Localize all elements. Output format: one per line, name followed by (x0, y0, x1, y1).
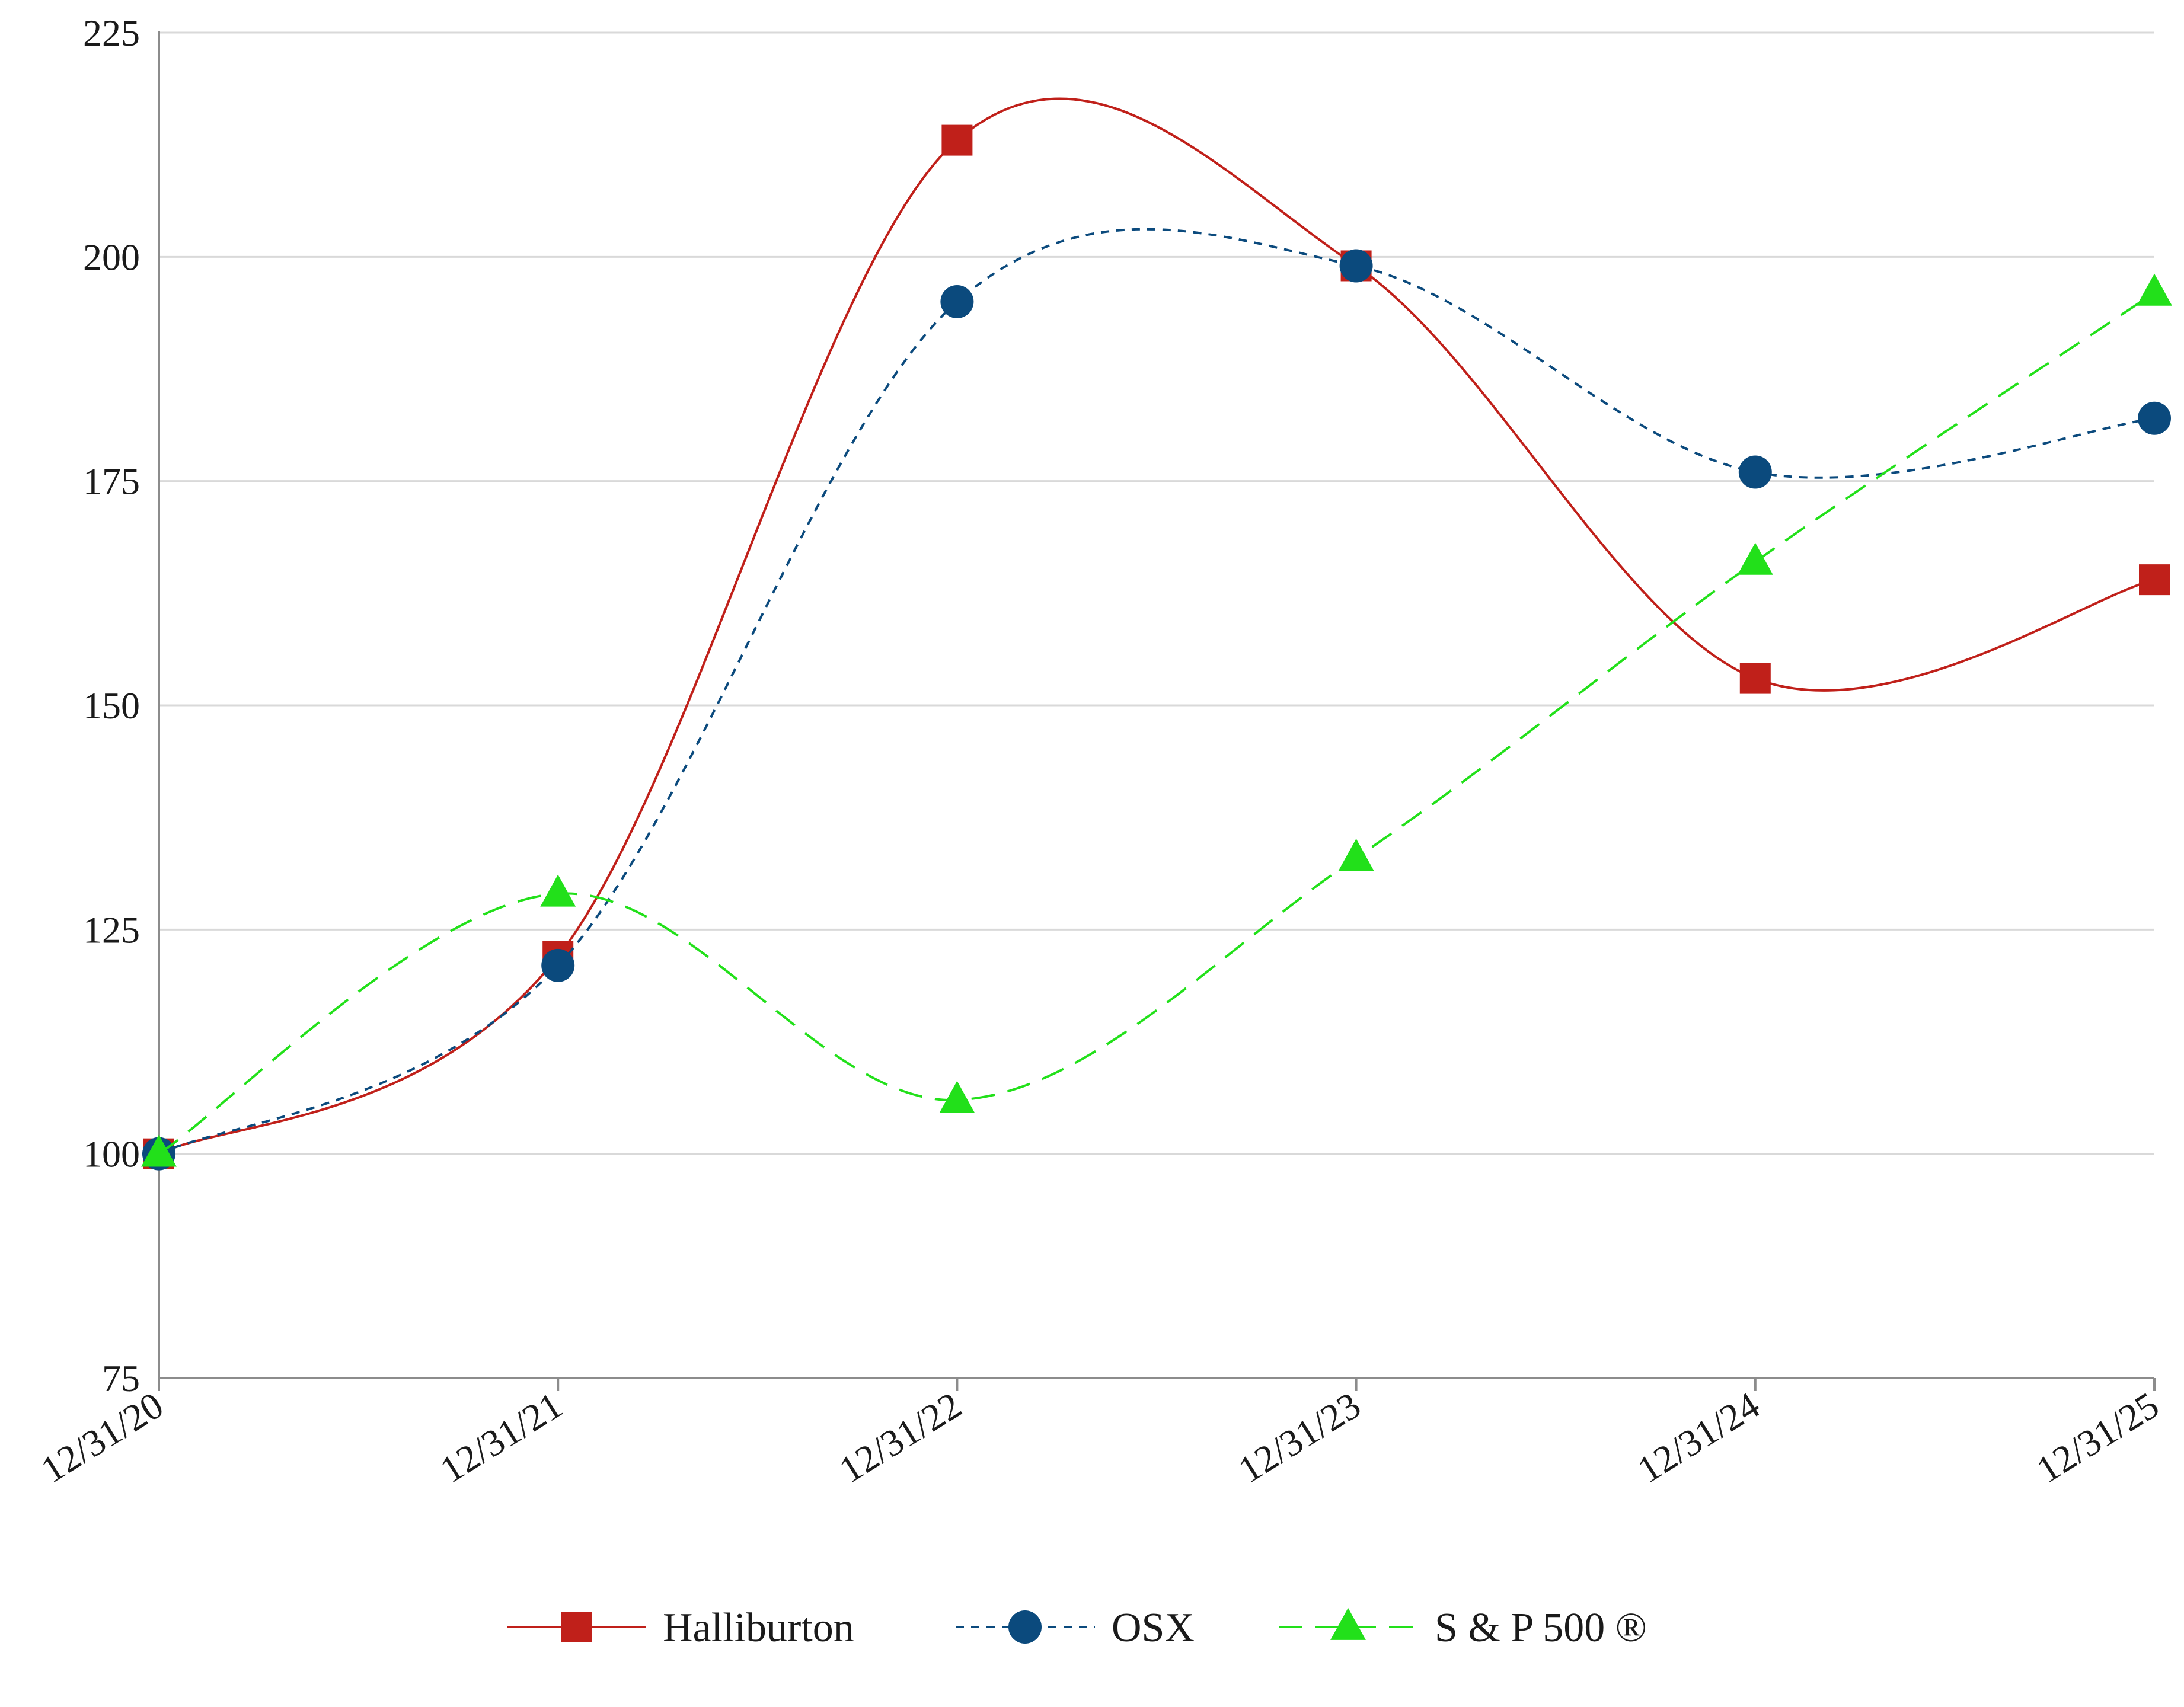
x-tick-label: 12/31/23 (1231, 1384, 1368, 1491)
legend-label: OSX (1112, 1605, 1195, 1651)
legend-label: S & P 500 ® (1435, 1605, 1647, 1651)
data-point (1737, 542, 1773, 575)
legend-item: S & P 500 ® (1279, 1605, 1647, 1651)
series-0 (143, 97, 2170, 1169)
data-point (2138, 401, 2171, 435)
x-axis-tick-labels: 12/31/20 12/31/21 12/31/22 12/31/23 12/31/24… (34, 1378, 2166, 1491)
y-tick-label: 100 (83, 1133, 140, 1175)
data-point (541, 948, 575, 982)
legend-marker (561, 1612, 592, 1642)
y-tick-label: 225 (83, 12, 140, 54)
data-point (141, 1134, 177, 1167)
data-point (941, 124, 973, 156)
series-2 (141, 273, 2172, 1167)
y-tick-label: 150 (83, 685, 140, 727)
data-point (2139, 564, 2170, 596)
data-point (939, 1081, 975, 1113)
data-point (1739, 663, 1771, 694)
x-tick-label: 12/31/24 (1630, 1384, 1767, 1491)
legend-item: Halliburton (507, 1605, 854, 1651)
series-line (158, 292, 2156, 1155)
data-point (540, 874, 576, 907)
series-1 (142, 228, 2171, 1171)
data-point (940, 285, 974, 318)
legend: Halliburton OSX S & P 500 ® (507, 1605, 1647, 1651)
legend-marker (1330, 1607, 1366, 1640)
gridlines (159, 31, 2154, 1155)
x-tick-label: 12/31/20 (34, 1384, 171, 1491)
y-tick-label: 75 (102, 1357, 140, 1399)
y-tick-label: 125 (83, 909, 140, 951)
x-tick-label: 12/31/21 (433, 1384, 570, 1491)
legend-marker (1008, 1610, 1042, 1644)
y-tick-label: 200 (83, 236, 140, 278)
data-point (1738, 455, 1772, 489)
data-point (2137, 273, 2172, 306)
y-tick-label: 175 (83, 461, 140, 503)
legend-label: Halliburton (663, 1605, 854, 1651)
series-line (158, 228, 2155, 1155)
legend-item: OSX (956, 1605, 1195, 1651)
x-tick-label: 12/31/25 (2029, 1384, 2166, 1491)
x-tick-label: 12/31/22 (832, 1384, 969, 1491)
y-axis-tick-labels: 75 100 125 150 175 200 225 (83, 12, 140, 1399)
data-point (1339, 249, 1373, 283)
data-point (1338, 839, 1374, 871)
